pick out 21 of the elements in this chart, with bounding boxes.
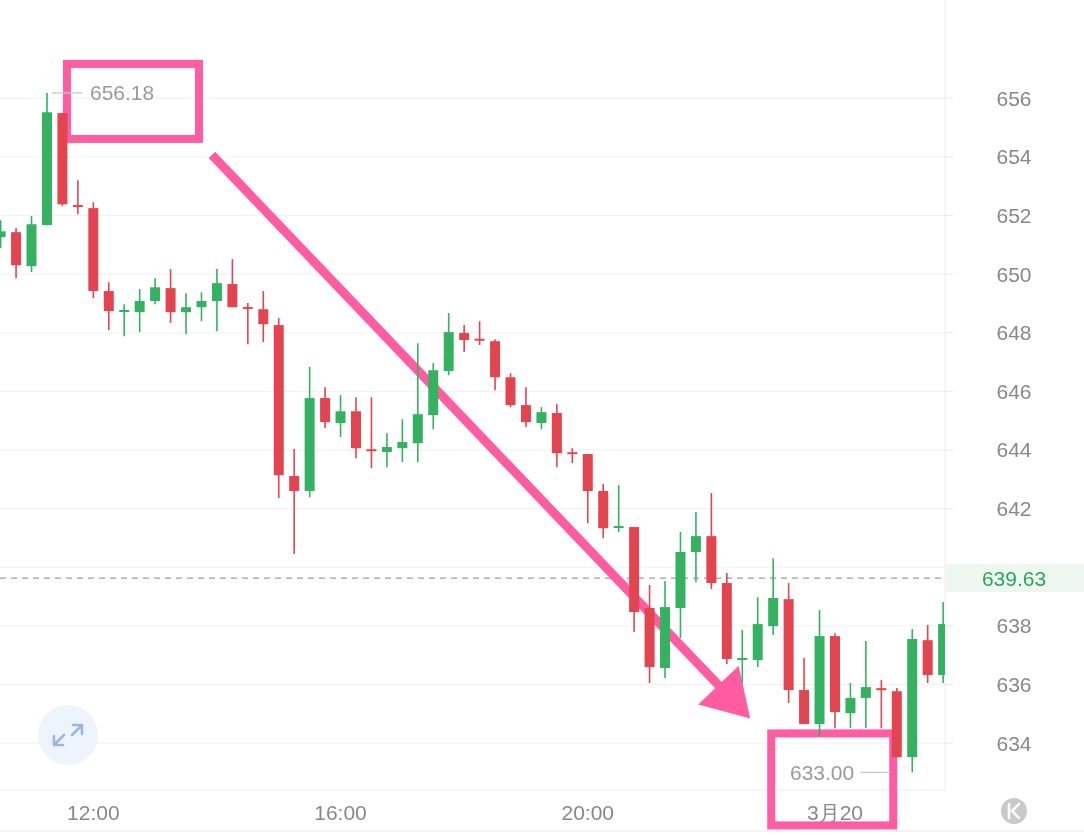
ref-line-label: 639.63 — [981, 566, 1047, 590]
ref-label: 639.63 — [946, 564, 1084, 593]
annotation: 656.18 — [89, 81, 155, 105]
annotation: 656.18 — [51, 81, 155, 105]
y-tick-label: 638 — [996, 614, 1032, 638]
x-tick-label: 12:00 — [67, 800, 120, 824]
x-tick-label: 3月20 — [806, 800, 864, 824]
y-tick-label: 646 — [996, 379, 1032, 403]
y-tick-label: 642 — [996, 497, 1032, 521]
annotation: 633.00 — [790, 760, 891, 784]
x-tick-label: 20:00 — [561, 800, 615, 824]
y-tick-label: 648 — [996, 321, 1032, 345]
y-tick-label: 652 — [996, 203, 1032, 227]
annotation: 633.00 — [790, 760, 855, 784]
y-tick-label: 656 — [996, 86, 1032, 110]
y-tick-label: 654 — [996, 145, 1032, 169]
x-tick-label: 16:00 — [314, 800, 367, 824]
y-tick-label: 650 — [996, 262, 1032, 286]
y-tick-label: 634 — [996, 731, 1032, 755]
y-tick-label: 644 — [996, 438, 1032, 462]
y-tick-label: 636 — [996, 672, 1032, 696]
